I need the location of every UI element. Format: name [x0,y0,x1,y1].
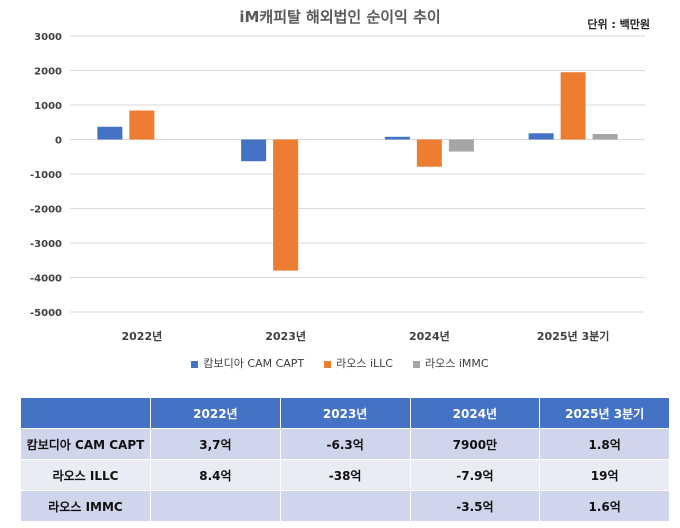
bar [97,126,123,140]
bar [241,139,267,162]
y-tick-label: -4000 [30,274,62,285]
legend-label: 라오스 iLLC [336,357,393,370]
y-tick-label: 3000 [34,32,62,43]
bar [448,139,474,152]
table-header-cell: 2023년 [279,397,411,429]
y-tick-label: -5000 [30,308,62,319]
bar [416,139,442,167]
legend-item: 라오스 iLLC [324,355,393,371]
legend-swatch [413,360,420,368]
table-cell: 3,7억 [150,428,281,460]
legend-label: 캄보디아 CAM CAPT [203,357,305,370]
table-cell: -6.3억 [279,428,411,460]
table-cell: 8.4억 [150,459,281,491]
x-tick-label: 2025년 3분기 [537,329,609,343]
table-cell [279,490,411,522]
bar-chart: 3000 2000 1000 0 -1000 -2000 -3000 -4000 -5000 20… [30,32,645,343]
legend-label: 라오스 iMMC [425,357,489,370]
y-tick-label: 0 [55,136,62,147]
x-tick-label: 2024년 [409,329,450,343]
row-label: 라오스 ILLC [20,459,151,491]
x-tick-label: 2022년 [122,329,163,343]
table-cell: -3.5억 [409,490,541,522]
table-cell: 1.8억 [539,428,670,460]
legend-item: 캄보디아 CAM CAPT [191,355,304,371]
table-header-row: 2022년 2023년 2024년 2025년 3분기 [20,397,670,429]
legend: 캄보디아 CAM CAPT 라오스 iLLC 라오스 iMMC [0,355,680,371]
y-tick-label: 1000 [34,101,62,112]
legend-swatch [324,360,332,368]
table-header-cell [20,397,151,429]
table-row: 라오스 IMMC -3.5억 1.6억 [20,490,670,522]
chart-title: iM캐피탈 해외법인 순이익 추이 [239,8,441,26]
unit-label: 단위 : 백만원 [587,18,650,31]
y-tick-label: -1000 [30,170,62,181]
chart-area: iM캐피탈 해외법인 순이익 추이 단위 : 백만원 3000 2000 1000 0… [0,8,680,371]
table-cell: 7900만 [409,428,541,460]
table-cell: -38억 [279,459,411,491]
bar [528,133,554,140]
table-row: 캄보디아 CAM CAPT 3,7억 -6.3억 7900만 1.8억 [20,428,670,460]
x-tick-label: 2023년 [265,329,306,343]
y-tick-label: -3000 [30,239,62,250]
table-cell: -7.9억 [409,459,541,491]
table-cell: 19억 [539,459,670,491]
table-header-cell: 2024년 [409,397,541,429]
table-header-cell: 2022년 [150,397,281,429]
table-row: 라오스 ILLC 8.4억 -38억 -7.9억 19억 [20,459,670,491]
bar [273,139,299,271]
table-header-cell: 2025년 3분기 [539,397,670,429]
row-label: 라오스 IMMC [20,490,151,522]
row-label: 캄보디아 CAM CAPT [20,428,151,460]
data-table: 2022년 2023년 2024년 2025년 3분기 캄보디아 CAM CAP… [20,397,670,522]
legend-swatch [191,360,199,368]
table-cell: 1.6억 [539,490,670,522]
table-cell [150,490,281,522]
y-tick-label: 2000 [34,67,62,78]
bar [592,133,618,140]
bar [384,136,410,140]
bar [129,110,155,140]
y-tick-label: -2000 [30,205,62,216]
bar [560,72,586,140]
legend-item: 라오스 iMMC [413,355,489,371]
